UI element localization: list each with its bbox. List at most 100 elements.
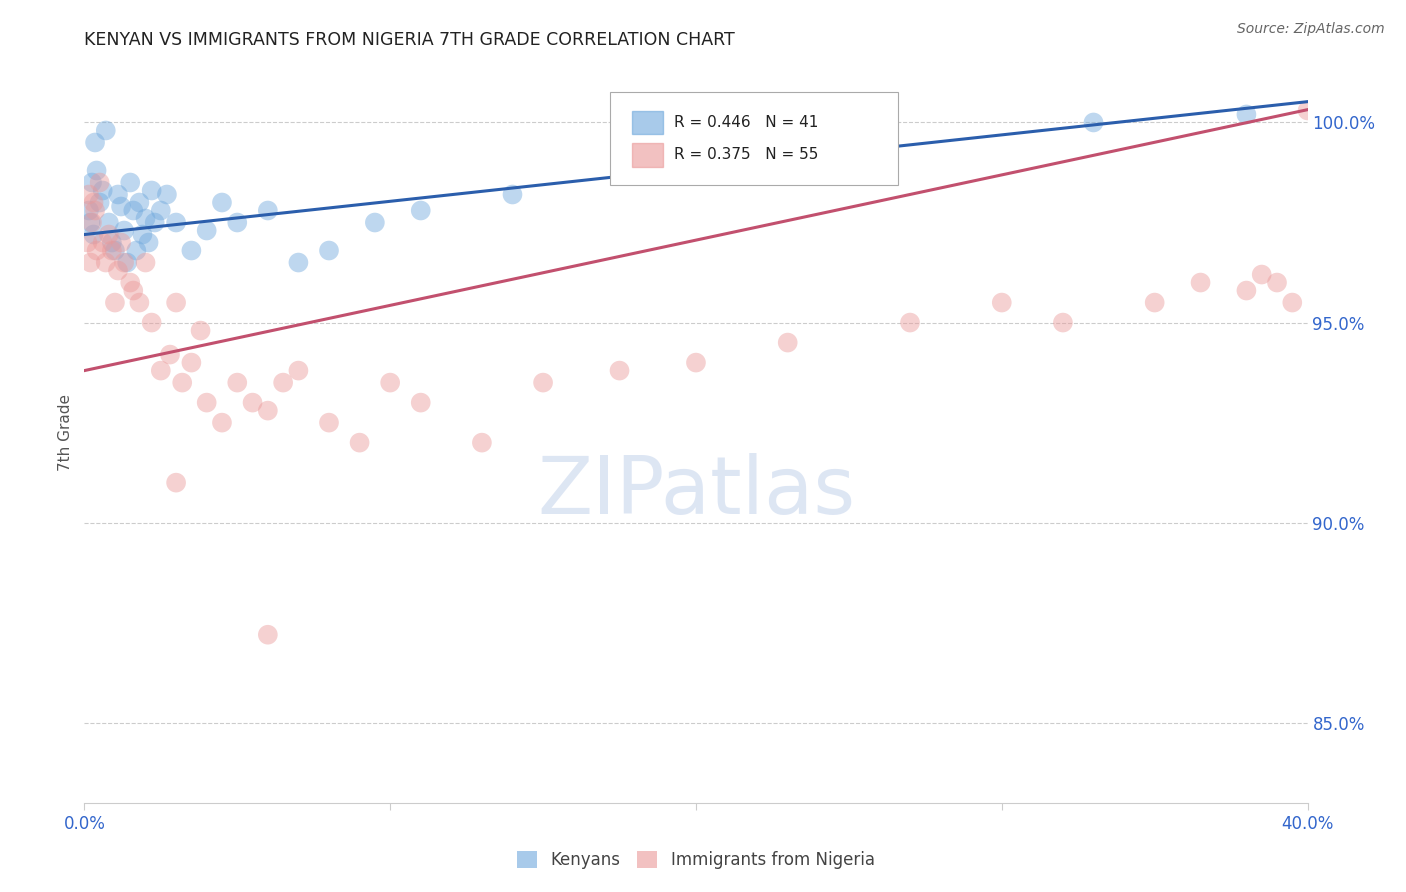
Point xyxy=(271,376,294,390)
Point xyxy=(165,215,187,229)
Point xyxy=(1265,276,1288,290)
Point xyxy=(79,255,101,269)
FancyBboxPatch shape xyxy=(633,143,664,167)
Point xyxy=(143,215,166,229)
Point xyxy=(1052,316,1074,330)
Point xyxy=(135,255,157,269)
Point xyxy=(101,235,124,250)
Point xyxy=(180,244,202,258)
Point xyxy=(91,184,114,198)
Point xyxy=(287,255,309,269)
Point xyxy=(165,475,187,490)
Text: ZIPatlas: ZIPatlas xyxy=(537,453,855,531)
Point xyxy=(242,395,264,409)
Point xyxy=(1236,284,1258,298)
Point xyxy=(991,295,1014,310)
Point xyxy=(165,295,187,310)
Point xyxy=(89,176,111,190)
Point xyxy=(89,195,111,210)
Point xyxy=(94,123,117,137)
Point xyxy=(898,316,921,330)
Point xyxy=(257,403,280,417)
Point xyxy=(257,203,280,218)
Point xyxy=(91,235,114,250)
Point xyxy=(409,395,432,409)
Point xyxy=(110,235,132,250)
Point xyxy=(226,215,249,229)
Point xyxy=(211,195,233,210)
Point xyxy=(138,235,160,250)
Point xyxy=(318,416,340,430)
Y-axis label: 7th Grade: 7th Grade xyxy=(58,394,73,471)
Point xyxy=(685,355,707,369)
Point xyxy=(380,376,402,390)
Point xyxy=(76,235,98,250)
Point xyxy=(79,215,101,229)
Text: R = 0.375   N = 55: R = 0.375 N = 55 xyxy=(673,147,818,162)
Point xyxy=(1236,107,1258,121)
Point xyxy=(1296,103,1319,118)
Point xyxy=(776,335,799,350)
Point xyxy=(80,176,103,190)
Point xyxy=(226,376,249,390)
Point xyxy=(77,187,100,202)
Point xyxy=(318,244,340,258)
Point xyxy=(125,244,148,258)
Point xyxy=(110,200,132,214)
Point xyxy=(107,263,129,277)
Point xyxy=(531,376,554,390)
Point xyxy=(101,244,124,258)
Point xyxy=(84,203,107,218)
Point xyxy=(471,435,494,450)
Point xyxy=(104,244,127,258)
Point xyxy=(1189,276,1212,290)
Point xyxy=(141,316,163,330)
Point xyxy=(1281,295,1303,310)
Point xyxy=(115,255,138,269)
Point xyxy=(120,276,142,290)
Text: Source: ZipAtlas.com: Source: ZipAtlas.com xyxy=(1237,22,1385,37)
Point xyxy=(112,223,135,237)
Point xyxy=(364,215,387,229)
Point xyxy=(287,363,309,377)
Point xyxy=(86,163,108,178)
Point xyxy=(107,187,129,202)
Legend: Kenyans, Immigrants from Nigeria: Kenyans, Immigrants from Nigeria xyxy=(510,845,882,876)
Point xyxy=(122,203,145,218)
Point xyxy=(112,255,135,269)
Text: KENYAN VS IMMIGRANTS FROM NIGERIA 7TH GRADE CORRELATION CHART: KENYAN VS IMMIGRANTS FROM NIGERIA 7TH GR… xyxy=(84,31,735,49)
Point xyxy=(83,195,105,210)
Point xyxy=(502,187,524,202)
Point xyxy=(409,203,432,218)
Point xyxy=(159,348,181,362)
Point xyxy=(84,136,107,150)
Point xyxy=(104,295,127,310)
Point xyxy=(97,215,120,229)
Point xyxy=(94,255,117,269)
Point xyxy=(128,195,150,210)
Point xyxy=(190,324,212,338)
FancyBboxPatch shape xyxy=(633,111,664,135)
Point xyxy=(122,284,145,298)
Point xyxy=(128,295,150,310)
Point xyxy=(1083,115,1105,129)
Point xyxy=(135,211,157,226)
Point xyxy=(97,227,120,242)
Point xyxy=(149,203,172,218)
Point xyxy=(172,376,194,390)
Point xyxy=(195,395,218,409)
Point xyxy=(195,223,218,237)
Point xyxy=(838,123,860,137)
Point xyxy=(77,203,100,218)
Point xyxy=(257,628,280,642)
Point xyxy=(80,215,103,229)
Point xyxy=(609,363,631,377)
Point xyxy=(86,244,108,258)
Point xyxy=(141,184,163,198)
Point xyxy=(83,227,105,242)
Point xyxy=(180,355,202,369)
Point xyxy=(149,363,172,377)
Point xyxy=(131,227,153,242)
Point xyxy=(211,416,233,430)
Point xyxy=(1143,295,1166,310)
